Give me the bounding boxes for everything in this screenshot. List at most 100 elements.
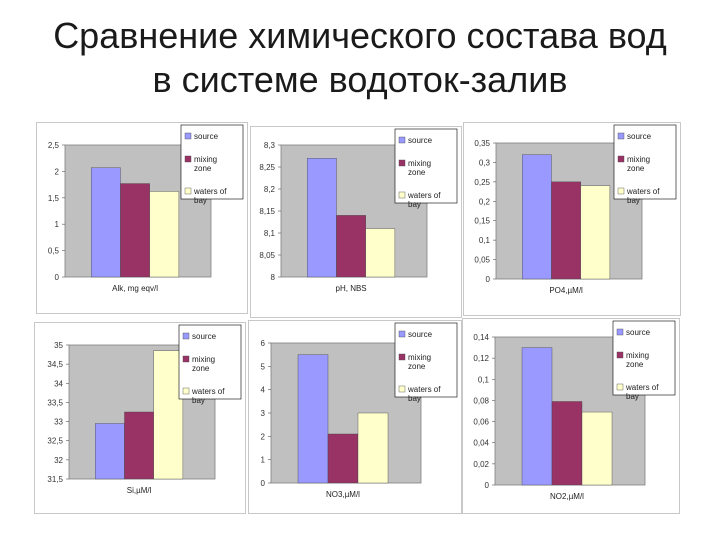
chart-svg: 31,5 32 32,5 33 33,5 34 34,5 35 Si,µM/l source mix… [47,324,242,495]
legend-label-source: source [627,132,652,141]
legend-label-line: source [192,332,217,341]
bar-waters-of-bay [581,411,613,486]
bar-waters-of-bay [365,228,396,278]
y-tick-label: 0,25 [474,178,490,187]
legend-label-line: waters of [193,187,227,196]
y-tick-label: 0,04 [473,439,489,448]
legend-label-waters-of-bay: waters of bay [191,387,225,405]
legend: source mixing zone waters of bay [180,124,244,205]
legend-label-line: source [408,330,433,339]
y-tick-label: 0 [55,273,60,282]
legend-label-mixing-zone: mixing zone [408,353,431,371]
legend-box [180,124,244,200]
legend-box [612,320,676,396]
legend-label-line: mixing [408,353,431,362]
bar-waters-of-bay [153,350,184,480]
legend-label-waters-of-bay: waters of bay [625,383,659,401]
y-tick-label: 2,5 [48,141,60,150]
legend-swatch-source [182,332,190,340]
legend-label-source: source [194,132,219,141]
slide-title-line-1: Сравнение химического состава вод [53,15,667,56]
bar-source [95,423,125,480]
y-tick-label: 0 [261,479,266,488]
legend-label-line: waters of [191,387,225,396]
chart-panel-no3: 0 1 2 3 4 5 6 NO3,µM/l source mixing zone waters of… [248,320,462,514]
legend-label-line: source [408,136,433,145]
legend-label-source: source [192,332,217,341]
legend-label-line: bay [627,196,640,205]
bar-source [307,158,337,278]
y-tick-label: 32,5 [47,437,63,446]
legend-label-mixing-zone: mixing zone [408,159,431,177]
legend-label-waters-of-bay: waters of bay [193,187,227,205]
y-tick-label: 0 [486,275,491,284]
legend-label-line: mixing [627,155,650,164]
legend-swatch-source [616,328,624,336]
chart-panel-si: 31,5 32 32,5 33 33,5 34 34,5 35 Si,µM/l source mix… [34,322,246,514]
bar-source [297,354,329,484]
legend: source mixing zone waters of bay [612,320,676,401]
y-tick-label: 8,15 [259,207,275,216]
y-tick-label: 33 [54,418,63,427]
legend-swatch-mixing-zone [616,351,624,359]
legend-label-source: source [626,328,651,337]
legend: source mixing zone waters of bay [178,324,242,405]
legend-label-line: mixing [192,355,215,364]
chart-panel-no2: 0 0,02 0,04 0,06 0,08 0,1 0,12 0,14 NO2,µM/l sour… [462,318,680,514]
legend-swatch-waters-of-bay [184,187,192,195]
y-tick-label: 4 [261,386,266,395]
legend-label-line: bay [408,200,421,209]
y-tick-label: 8,3 [264,141,276,150]
legend: source mixing zone waters of bay [394,322,458,403]
bar-source [521,347,553,486]
legend: source mixing zone waters of bay [394,128,458,209]
legend-label-line: zone [626,360,644,369]
y-tick-label: 8,1 [264,229,276,238]
legend-swatch-waters-of-bay [182,387,190,395]
y-tick-label: 0 [485,481,490,490]
chart-svg: 0 0,02 0,04 0,06 0,08 0,1 0,12 0,14 NO2,µM/l sour… [473,320,676,501]
legend-swatch-source [617,132,625,140]
legend-swatch-source [184,132,192,140]
y-tick-label: 1,5 [48,194,60,203]
y-tick-label: 0,05 [474,256,490,265]
bar-source [522,154,552,280]
legend-label-line: mixing [408,159,431,168]
y-tick-label: 32 [54,456,63,465]
y-tick-label: 0,12 [473,354,489,363]
y-tick-label: 0,02 [473,460,489,469]
x-axis-label: Alk, mg eqv/l [112,284,158,293]
legend-box [613,124,677,200]
y-tick-label: 0,06 [473,418,489,427]
x-axis-label: Si,µM/l [127,486,152,495]
y-tick-label: 34 [54,379,63,388]
legend-swatch-source [398,330,406,338]
y-tick-label: 8,25 [259,163,275,172]
y-tick-label: 0,3 [479,158,491,167]
x-axis-label: PO4,µM/l [549,286,583,295]
legend-swatch-source [398,136,406,144]
y-tick-label: 33,5 [47,398,63,407]
y-tick-label: 0,5 [48,247,60,256]
y-tick-label: 5 [261,362,266,371]
legend-label-source: source [408,330,433,339]
legend-label-line: zone [627,164,645,173]
legend-label-line: bay [194,196,207,205]
chart-svg: 0 1 2 3 4 5 6 NO3,µM/l source mixing zone waters of… [261,322,458,499]
y-tick-label: 3 [261,409,266,418]
y-tick-label: 0,08 [473,396,489,405]
legend-label-mixing-zone: mixing zone [192,355,215,373]
legend-label-line: zone [194,164,212,173]
legend-label-line: mixing [194,155,217,164]
legend-label-source: source [408,136,433,145]
legend-label-line: zone [408,362,426,371]
y-tick-label: 1 [261,456,266,465]
legend-label-line: bay [408,394,421,403]
bar-mixing-zone [551,181,581,280]
y-tick-label: 31,5 [47,475,63,484]
legend-swatch-mixing-zone [184,155,192,163]
legend-label-line: zone [192,364,210,373]
chart-panel-alkalinity: 0 0,5 1 1,5 2 2,5 Alk, mg eqv/l source mixing zon… [36,122,248,314]
y-tick-label: 0,15 [474,217,490,226]
y-tick-label: 8 [271,273,276,282]
